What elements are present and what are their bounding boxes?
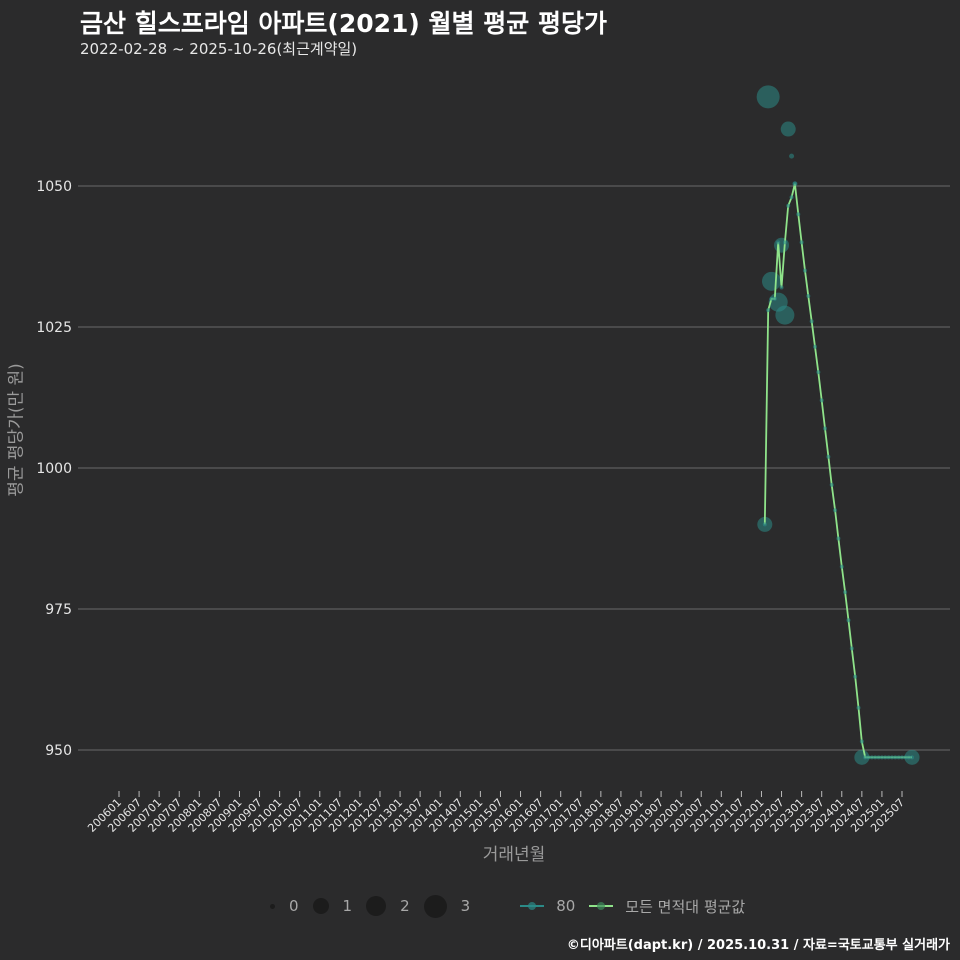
average-point (766, 308, 771, 313)
average-point (886, 755, 891, 760)
average-point (839, 564, 844, 569)
legend-size-0: 0 (270, 897, 299, 915)
x-axis-label: 거래년월 (482, 845, 546, 865)
average-point (826, 454, 831, 459)
y-tick-label: 1000 (36, 461, 72, 477)
size-dot-icon (366, 896, 387, 916)
source-footer: ©디아파트(dapt.kr) / 2025.10.31 / 자료=국토교통부 실… (566, 938, 950, 953)
legend-size-label: 2 (400, 897, 410, 915)
average-point (910, 755, 915, 760)
average-point (786, 203, 791, 208)
data-point (756, 85, 780, 109)
average-point (896, 755, 901, 760)
legend-series-label: 모든 면적대 평균값 (625, 897, 746, 916)
average-point (816, 370, 821, 375)
average-point (799, 240, 804, 245)
data-point (775, 305, 795, 325)
average-point (876, 755, 881, 760)
average-point (843, 590, 848, 595)
average-point (789, 195, 794, 200)
average-point (819, 398, 824, 403)
average-point (836, 536, 841, 541)
average-line (763, 183, 912, 759)
average-point (849, 646, 854, 651)
average-point (879, 755, 884, 760)
average-point (769, 296, 774, 301)
y-tick-label: 1050 (36, 179, 72, 195)
average-point (893, 755, 898, 760)
data-point (854, 749, 870, 765)
average-point (796, 212, 801, 217)
data-point (780, 121, 796, 137)
size-dot-icon (423, 894, 447, 918)
average-point (776, 240, 781, 245)
legend-series-label: 80 (556, 897, 576, 915)
average-point (829, 482, 834, 487)
average-point (853, 674, 858, 679)
legend-series-80: 80 (520, 897, 575, 915)
chart-title: 금산 힐스프라임 아파트(2021) 월별 평균 평당가 (80, 9, 607, 38)
data-point (774, 237, 790, 253)
average-point (883, 755, 888, 760)
average-point (869, 755, 874, 760)
average-point (802, 268, 807, 273)
average-point (866, 755, 871, 760)
average-point (889, 755, 894, 760)
average-point (806, 293, 811, 298)
average-point (859, 739, 864, 744)
legend-size-2: 2 (366, 896, 410, 916)
average-point (900, 755, 904, 760)
y-tick-label: 950 (45, 743, 72, 759)
average-point (823, 426, 828, 431)
series-line-icon (589, 902, 614, 910)
average-point (906, 755, 911, 760)
average-point (809, 319, 814, 324)
average-point (792, 181, 797, 186)
average-point (856, 705, 861, 710)
legend: 0 1 2 3 80 모든 면적대 평균값 (270, 890, 759, 922)
average-point (846, 618, 851, 623)
average-point (779, 285, 784, 290)
legend-series-avg: 모든 면적대 평균값 (589, 896, 745, 917)
data-point (789, 153, 795, 159)
y-tick-label: 1025 (36, 320, 72, 336)
legend-size-1: 1 (312, 897, 353, 915)
average-point (782, 240, 787, 245)
series-line-icon (520, 902, 545, 910)
average-point (762, 522, 767, 527)
y-tick-label: 975 (45, 602, 72, 618)
legend-size-label: 0 (289, 897, 299, 915)
size-dot-icon (270, 903, 275, 909)
average-point (813, 344, 817, 349)
average-point (903, 755, 908, 760)
legend-size-label: 3 (460, 897, 471, 915)
chart-subtitle: 2022-02-28 ~ 2025-10-26(최근계약일) (80, 40, 358, 58)
average-point (873, 755, 878, 760)
legend-size-label: 1 (342, 897, 353, 915)
legend-size-3: 3 (423, 894, 471, 918)
average-point (863, 755, 868, 760)
size-dot-icon (312, 898, 329, 914)
average-point (772, 296, 777, 301)
y-axis-label: 평균 평당가(만 원) (6, 363, 27, 497)
data-point (762, 271, 781, 291)
average-point (833, 508, 838, 513)
